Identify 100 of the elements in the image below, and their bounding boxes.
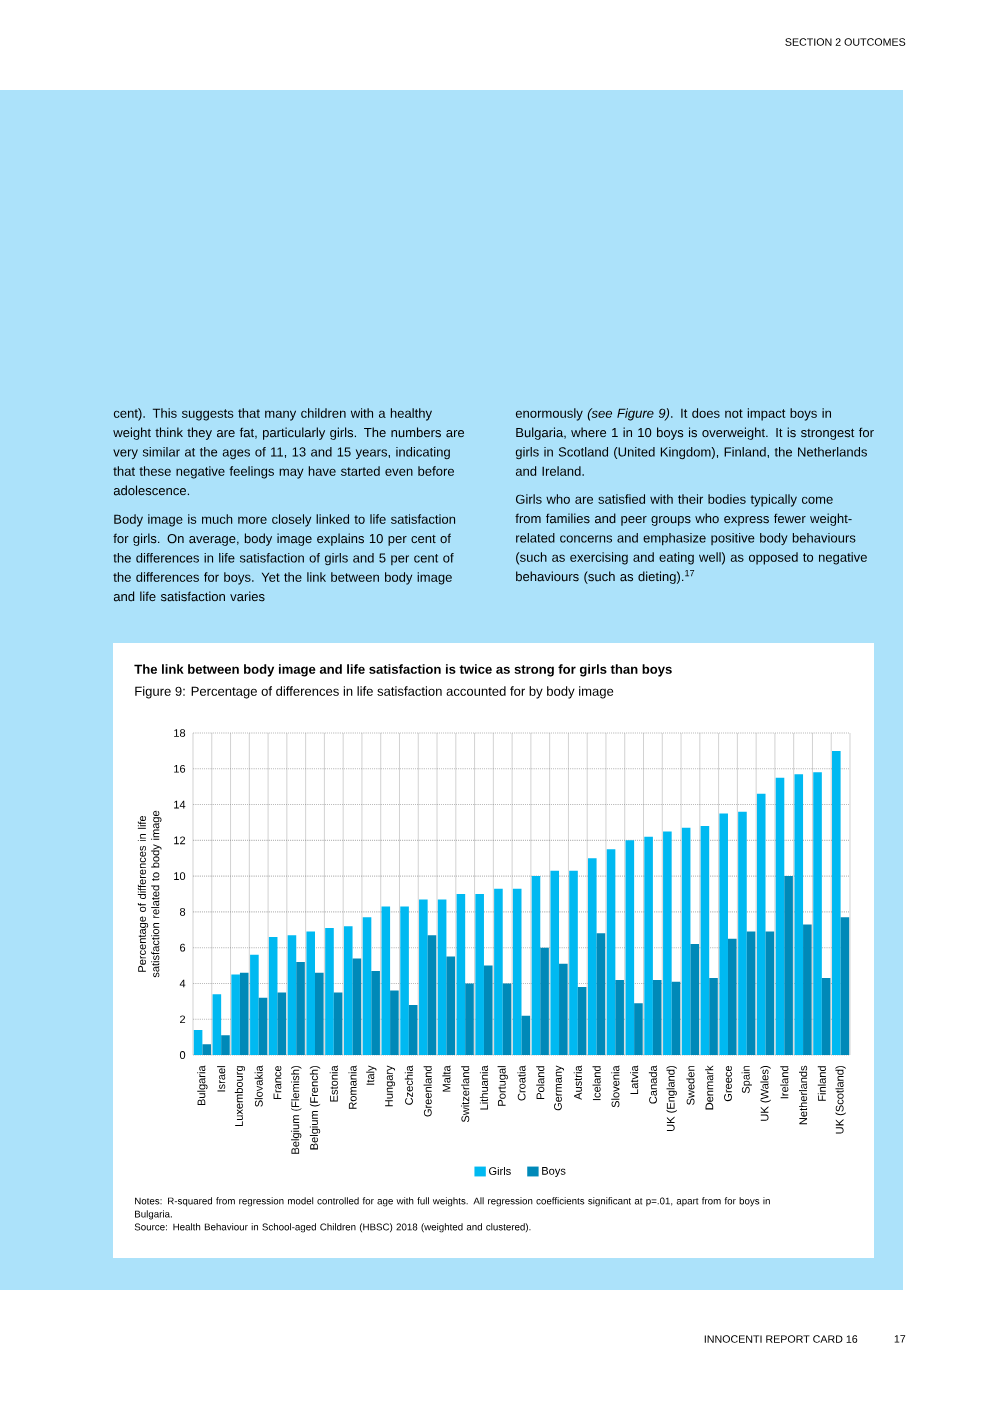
x-tick-label: Sweden — [686, 1066, 695, 1105]
bar — [306, 931, 316, 1056]
x-tick-label: UK (Scotland) — [835, 1066, 846, 1134]
bar — [212, 994, 222, 1056]
y-axis-title: Percentage of differences in life satisfaction related to body image — [137, 810, 162, 978]
bar — [362, 917, 372, 1056]
x-tick-label: Portugal — [497, 1066, 508, 1106]
bar — [559, 963, 568, 1056]
x-tick-label: Italy — [366, 1065, 377, 1085]
x-tick-label: Poland — [536, 1066, 545, 1099]
bar — [840, 917, 850, 1056]
bar — [577, 987, 587, 1056]
bar — [634, 1003, 643, 1056]
bar — [390, 990, 399, 1056]
bar — [606, 849, 616, 1056]
x-tick-label: Malta — [442, 1065, 451, 1092]
bar — [352, 958, 362, 1056]
source-note: Source: Health Behaviour in School-aged Children (HBSC) 2018 (weighted and clustered). — [134, 1223, 531, 1233]
bar — [437, 899, 447, 1056]
bar — [700, 826, 710, 1056]
text: cent). This suggests that many children with a healthy weight think they are fat, particularly girls. The numbers are very similar at the ages of 11, 13 and 15 years, indicating that these negative feelings may have started even before adolescence. — [113, 408, 465, 496]
bar — [531, 876, 541, 1056]
bar — [494, 888, 503, 1056]
text: Body image is much more closely linked to life satisfaction for girls. On average, body image explains 10 per cent of the differences in life satisfaction of girls and 5 per cent of the differences for boys. Yet the link between body image and life satisfaction varies — [113, 514, 456, 602]
x-tick-label: Finland — [817, 1066, 826, 1101]
y-tick-label: 0 — [179, 1051, 186, 1059]
x-tick-label: Switzerland — [461, 1066, 470, 1123]
bar — [343, 926, 353, 1056]
bar — [287, 935, 297, 1056]
bar — [709, 978, 718, 1056]
bar — [202, 1044, 211, 1056]
x-tick-label: Latvia — [630, 1065, 639, 1095]
bar — [400, 906, 409, 1056]
bar — [475, 894, 484, 1056]
x-tick-label: Romania — [348, 1065, 357, 1109]
bar — [756, 793, 766, 1056]
bar — [784, 876, 793, 1056]
bar — [250, 954, 259, 1056]
bar — [521, 1015, 531, 1056]
bar — [446, 956, 456, 1056]
chart-title: The link between body image and life satisfaction is twice as strong for girls than boys — [134, 664, 672, 677]
bar — [813, 772, 822, 1056]
text: Girls who are satisfied with their bodies typically come from families and peer groups who express fewer weight-related concerns and emphasize positive body behaviours (such as exercising and eating well) as opposed to negative behaviours (such as dieting).$^{17}$ — [515, 494, 867, 584]
x-tick-label: Estonia — [329, 1065, 338, 1102]
bar — [596, 933, 606, 1056]
bar — [277, 992, 287, 1056]
bar — [719, 813, 728, 1056]
x-tick-label: Croatia — [517, 1065, 526, 1101]
legend-label: Girls — [489, 1166, 511, 1175]
text: 17 — [894, 1335, 906, 1343]
y-tick-label: 18 — [174, 729, 186, 737]
bar — [427, 935, 437, 1056]
x-tick-label: Iceland — [592, 1066, 601, 1101]
x-tick-label: Denmark — [705, 1065, 714, 1110]
text: SECTION 2 OUTCOMES — [785, 38, 906, 46]
bar — [381, 906, 391, 1056]
bar — [652, 979, 662, 1056]
x-tick-label: Germany — [554, 1065, 565, 1111]
bar — [765, 931, 775, 1056]
bar — [550, 870, 560, 1056]
bar — [803, 924, 812, 1056]
text: Notes: R-squared from regression model controlled for age with full weights. All regression coefficients significant at p=.01, apart from for boys in Bulgaria. — [135, 1197, 770, 1220]
x-tick-label: Luxembourg — [234, 1066, 246, 1127]
bar — [268, 936, 278, 1056]
x-tick-label: France — [273, 1065, 282, 1099]
bar — [333, 992, 343, 1056]
x-tick-label: Lithuania — [479, 1065, 489, 1110]
bar — [512, 888, 522, 1056]
bar — [587, 858, 597, 1056]
x-tick-label: Czechia — [404, 1065, 413, 1105]
y-tick-label: 14 — [174, 800, 186, 809]
y-tick-label: 16 — [174, 764, 186, 773]
y-tick-label: 10 — [174, 872, 186, 881]
text: enormously (see Figure 9). It does not impact boys in Bulgaria, where 1 in 10 boys is overweight. It is strongest for girls in Scotland (United Kingdom), Finland, the Netherlands and Ireland. — [515, 408, 874, 476]
bar — [671, 981, 681, 1056]
y-tick-label: 8 — [179, 907, 186, 916]
bar — [832, 750, 841, 1056]
bar — [371, 970, 380, 1056]
y-tick-label: 12 — [174, 836, 186, 845]
x-tick-label: UK (Wales) — [760, 1066, 771, 1121]
bar — [502, 983, 512, 1056]
bar — [663, 831, 672, 1056]
x-tick-label: Hungary — [385, 1065, 396, 1107]
bar — [465, 983, 474, 1056]
y-tick-label: 6 — [180, 943, 186, 952]
x-tick-label: Bulgaria — [197, 1065, 208, 1106]
x-tick-label: Greenland — [423, 1066, 432, 1117]
bar — [690, 944, 700, 1056]
x-tick-label: Slovenia — [611, 1065, 620, 1108]
x-tick-label: Austria — [573, 1065, 582, 1100]
bar — [746, 931, 756, 1056]
bar — [681, 827, 691, 1056]
x-tick-label: Israel — [217, 1066, 226, 1092]
y-tick-label: 2 — [180, 1015, 186, 1024]
bar — [193, 1029, 203, 1056]
bar — [315, 972, 324, 1056]
bar — [325, 928, 334, 1056]
bar — [296, 961, 305, 1056]
bar — [239, 972, 249, 1056]
bar — [625, 840, 635, 1056]
